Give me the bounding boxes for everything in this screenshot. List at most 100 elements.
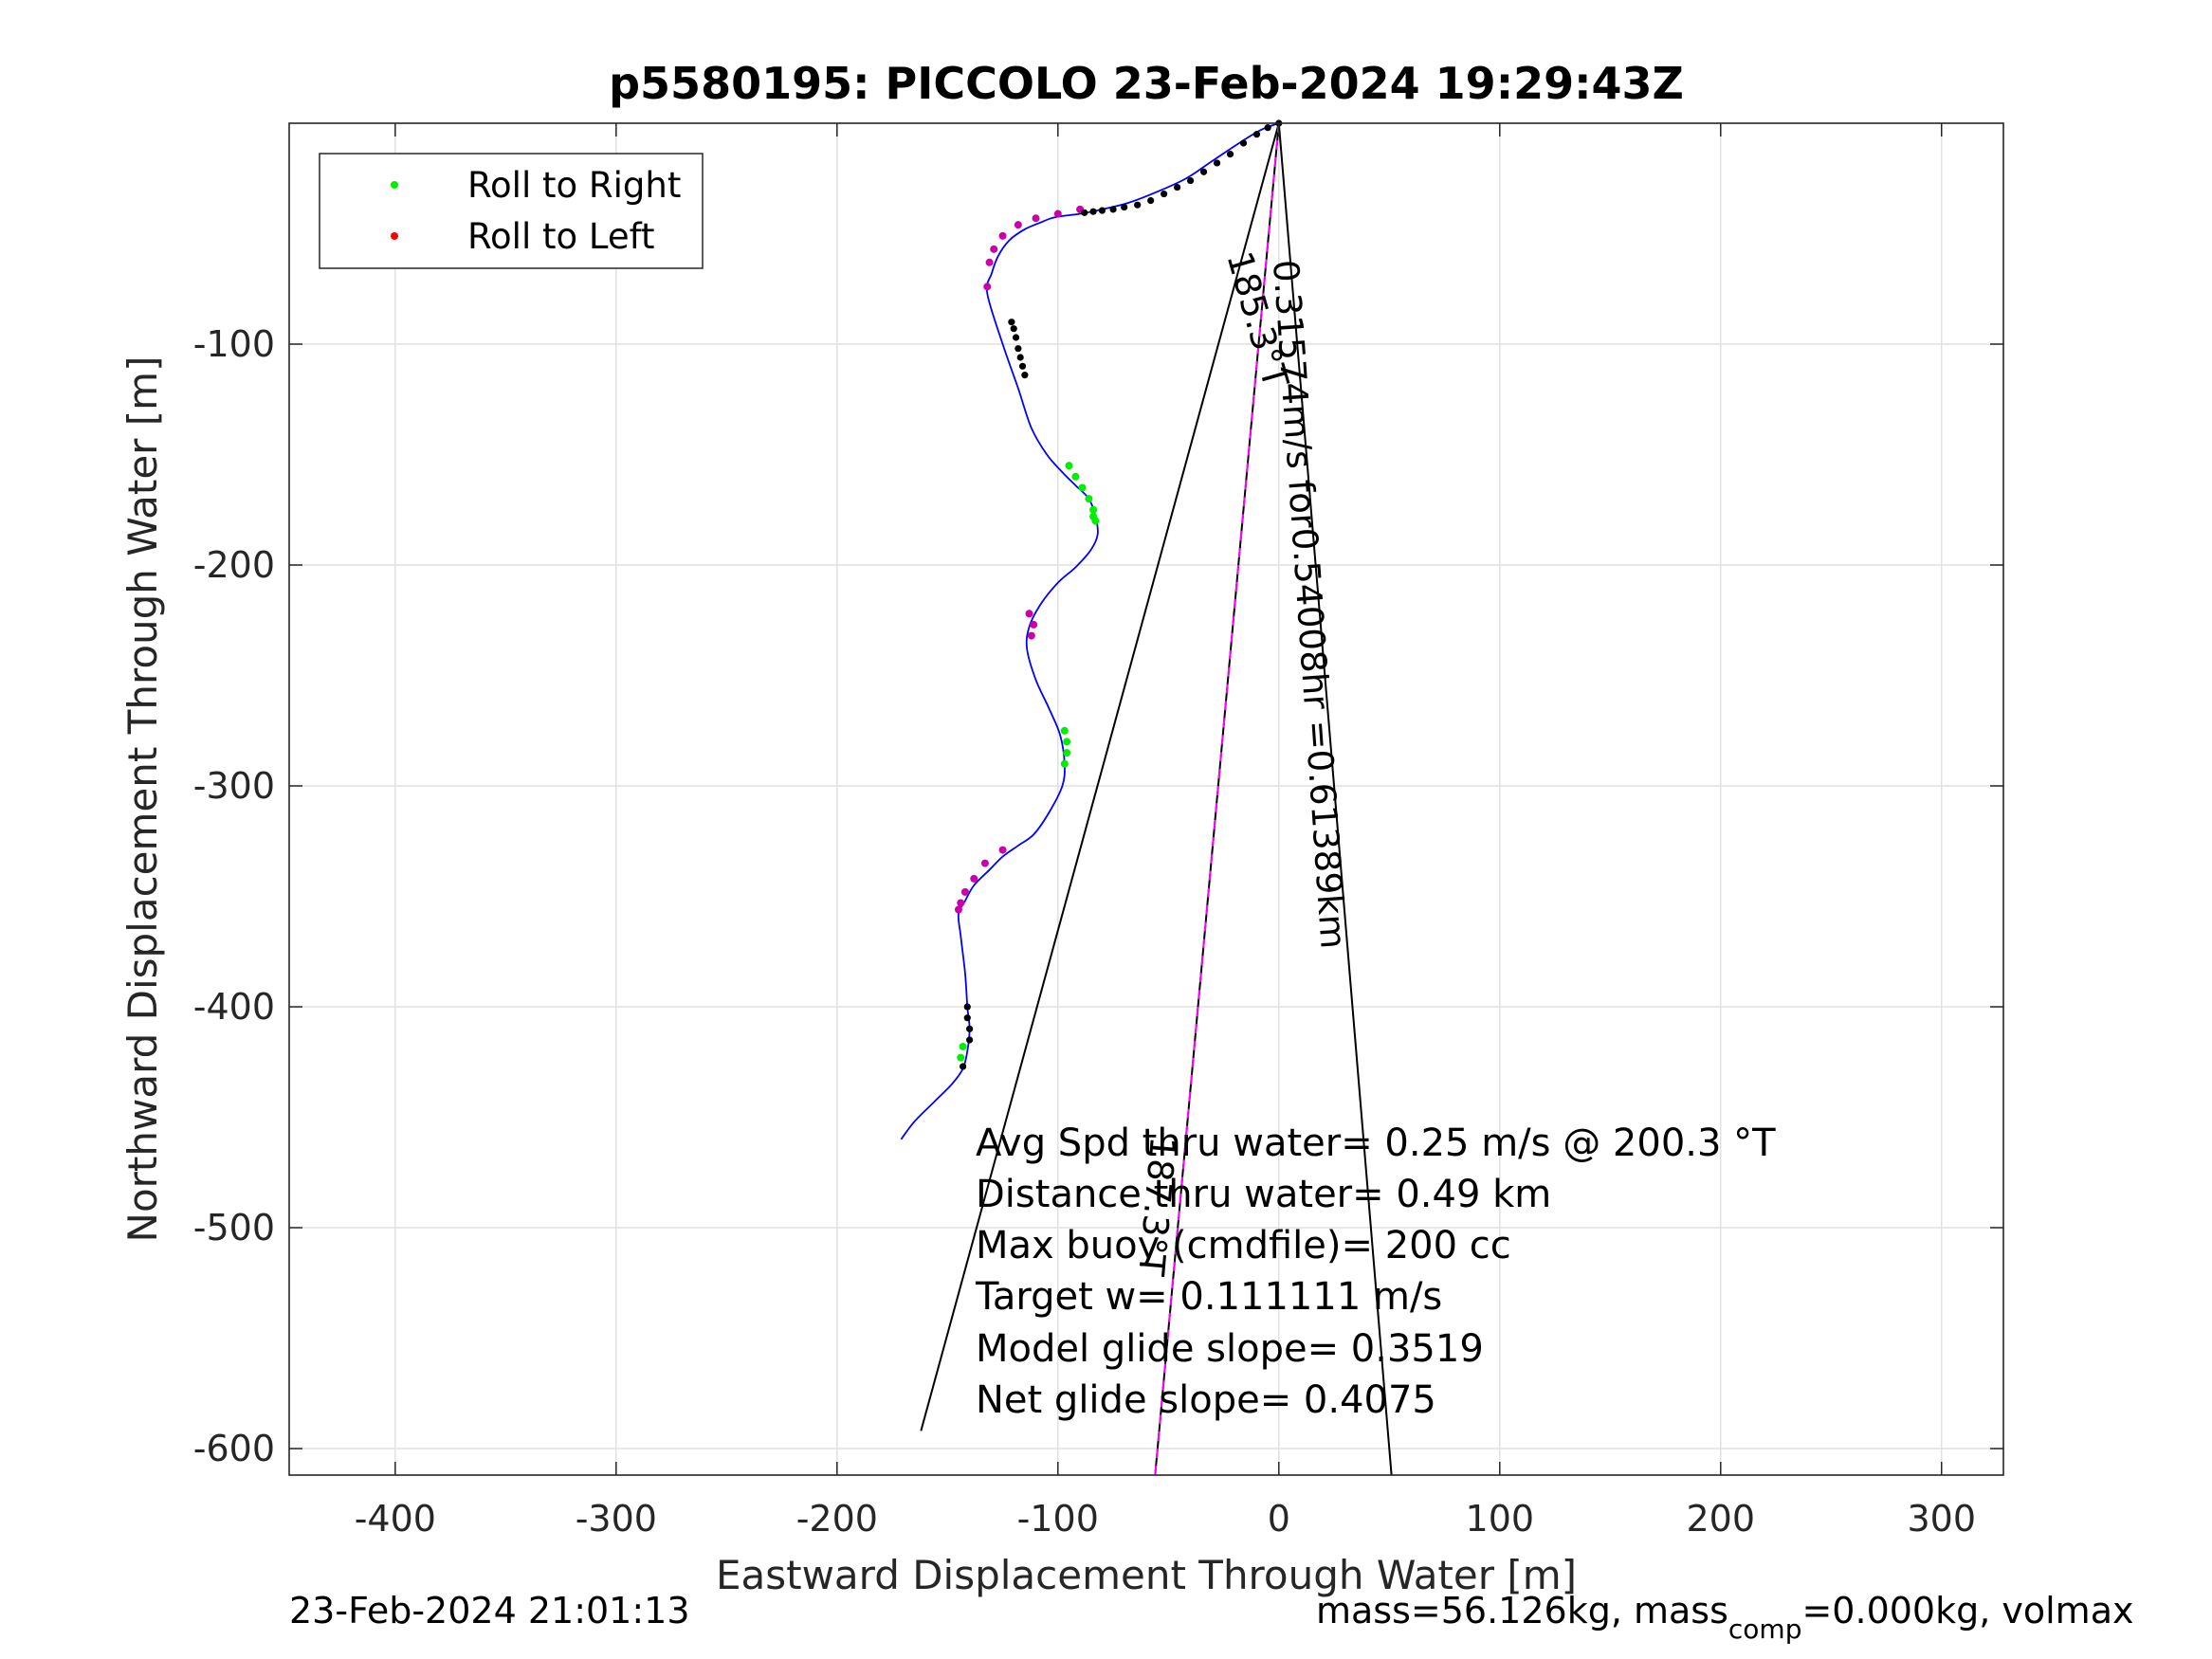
- y-tick-label: -400: [193, 986, 275, 1028]
- data-point: [1098, 207, 1106, 214]
- data-point: [963, 1014, 971, 1022]
- plot-frame: [288, 122, 2004, 1476]
- roll-right-point: [1089, 512, 1098, 520]
- legend-marker-roll-left: [391, 232, 398, 240]
- glider-track-line: [900, 122, 1280, 1140]
- footer-mass-info: mass=56.126kg, masscomp=0.000kg, volmax: [1316, 1590, 2133, 1645]
- y-axis-label: Northward Displacement Through Water [m]: [119, 356, 166, 1243]
- data-point: [1010, 325, 1017, 333]
- y-tick-label: -200: [193, 544, 275, 586]
- data-point: [963, 1003, 971, 1011]
- data-point: [1174, 183, 1181, 191]
- bearing-line: [920, 122, 1280, 1431]
- data-point: [1213, 159, 1221, 167]
- roll-left-point: [980, 859, 989, 867]
- stat-line: Model glide slope= 0.3519: [976, 1327, 1484, 1371]
- bearing-line: [1277, 122, 1393, 1476]
- track-layer: [900, 122, 1280, 1140]
- data-point: [1252, 131, 1261, 138]
- footer-timestamp: 23-Feb-2024 21:01:13: [289, 1590, 690, 1632]
- heading-line: [1154, 122, 1280, 1476]
- x-tick-label: 100: [1466, 1498, 1535, 1540]
- stat-line: Max buoy (cmdfile)= 200 cc: [976, 1224, 1511, 1267]
- grid: [289, 123, 2003, 1475]
- roll-left-point: [1025, 610, 1033, 618]
- legend-label-roll-right: Roll to Right: [467, 165, 681, 206]
- x-tick-label: 0: [1268, 1498, 1290, 1540]
- data-point: [1008, 319, 1015, 326]
- data-point: [966, 1025, 974, 1032]
- roll-left-point: [1030, 620, 1038, 629]
- data-point: [1109, 206, 1117, 213]
- mass-prefix: mass=56.126kg, mass: [1316, 1590, 1728, 1632]
- x-tick-label: -100: [1017, 1498, 1099, 1540]
- x-axis-label: Eastward Displacement Through Water [m]: [716, 1552, 1577, 1598]
- legend: Roll to Right Roll to Left: [319, 153, 704, 269]
- roll-right-point: [1085, 495, 1093, 503]
- roll-right-point: [1089, 505, 1098, 514]
- data-point: [1021, 372, 1029, 379]
- roll-left-point: [990, 245, 998, 253]
- roll-right-point: [1060, 726, 1069, 735]
- data-point: [1015, 345, 1022, 353]
- roll-right-point: [1060, 759, 1069, 768]
- stat-line: Net glide slope= 0.4075: [976, 1378, 1436, 1422]
- chart-title: p5580195: PICCOLO 23-Feb-2024 19:29:43Z: [609, 58, 1684, 109]
- roll-right-point: [1078, 483, 1087, 492]
- roll-right-point: [1065, 462, 1073, 470]
- stat-line: Distance thru water= 0.49 km: [976, 1173, 1551, 1216]
- mass-suffix: =0.000kg, volmax: [1801, 1590, 2133, 1632]
- data-point: [1081, 209, 1088, 216]
- stats-block: Avg Spd thru water= 0.25 m/s @ 200.3 °T …: [975, 1121, 1776, 1422]
- legend-box: [319, 153, 704, 269]
- data-point: [960, 1063, 967, 1070]
- roll-left-point: [957, 899, 965, 907]
- data-point: [1012, 334, 1020, 341]
- y-tick-label: -100: [193, 323, 275, 365]
- data-point: [1226, 151, 1234, 158]
- y-tick-label: -500: [193, 1207, 275, 1249]
- x-tick-label: -300: [576, 1498, 657, 1540]
- x-tick-label: 200: [1687, 1498, 1756, 1540]
- roll-left-point: [998, 846, 1007, 854]
- data-point: [1089, 208, 1097, 215]
- roll-right-point: [957, 1053, 965, 1062]
- roll-left-point: [1032, 214, 1040, 223]
- data-point: [1199, 168, 1208, 175]
- data-point: [1121, 203, 1128, 211]
- data-point: [1018, 362, 1027, 370]
- x-tick-label: 300: [1907, 1498, 1976, 1540]
- legend-label-roll-left: Roll to Left: [467, 216, 655, 257]
- roll-left-point: [960, 887, 969, 896]
- roll-left-point: [983, 283, 992, 291]
- reference-lines: [920, 122, 1393, 1476]
- stat-line: Target w= 0.111111 m/s: [975, 1275, 1442, 1319]
- axis-ticks: -400 -300 -200 -100 0 100 200 300 -100 -200 -300 -4…: [193, 123, 2003, 1540]
- roll-left-point: [985, 258, 994, 266]
- x-tick-label: -200: [796, 1498, 878, 1540]
- roll-left-point: [954, 905, 962, 914]
- roll-left-point: [1053, 210, 1062, 218]
- data-point: [1147, 196, 1155, 205]
- roll-left-point: [1027, 631, 1035, 640]
- data-point: [1016, 354, 1024, 361]
- mass-subscript: comp: [1728, 1613, 1802, 1645]
- roll-right-point: [959, 1042, 967, 1050]
- stat-line: Avg Spd thru water= 0.25 m/s @ 200.3 °T: [976, 1121, 1776, 1165]
- roll-left-point: [998, 231, 1007, 240]
- data-point: [1186, 176, 1195, 185]
- data-point: [966, 1036, 974, 1044]
- y-tick-label: -600: [193, 1428, 275, 1469]
- data-point: [1239, 139, 1248, 147]
- data-point: [1264, 124, 1271, 132]
- roll-left-point: [1014, 221, 1022, 229]
- y-tick-label: -300: [193, 765, 275, 807]
- data-point: [1134, 201, 1142, 209]
- data-point: [1161, 190, 1168, 198]
- x-tick-label: -400: [355, 1498, 436, 1540]
- roll-right-point: [1063, 749, 1071, 757]
- legend-marker-roll-right: [391, 181, 398, 189]
- roll-right-point: [1071, 472, 1080, 481]
